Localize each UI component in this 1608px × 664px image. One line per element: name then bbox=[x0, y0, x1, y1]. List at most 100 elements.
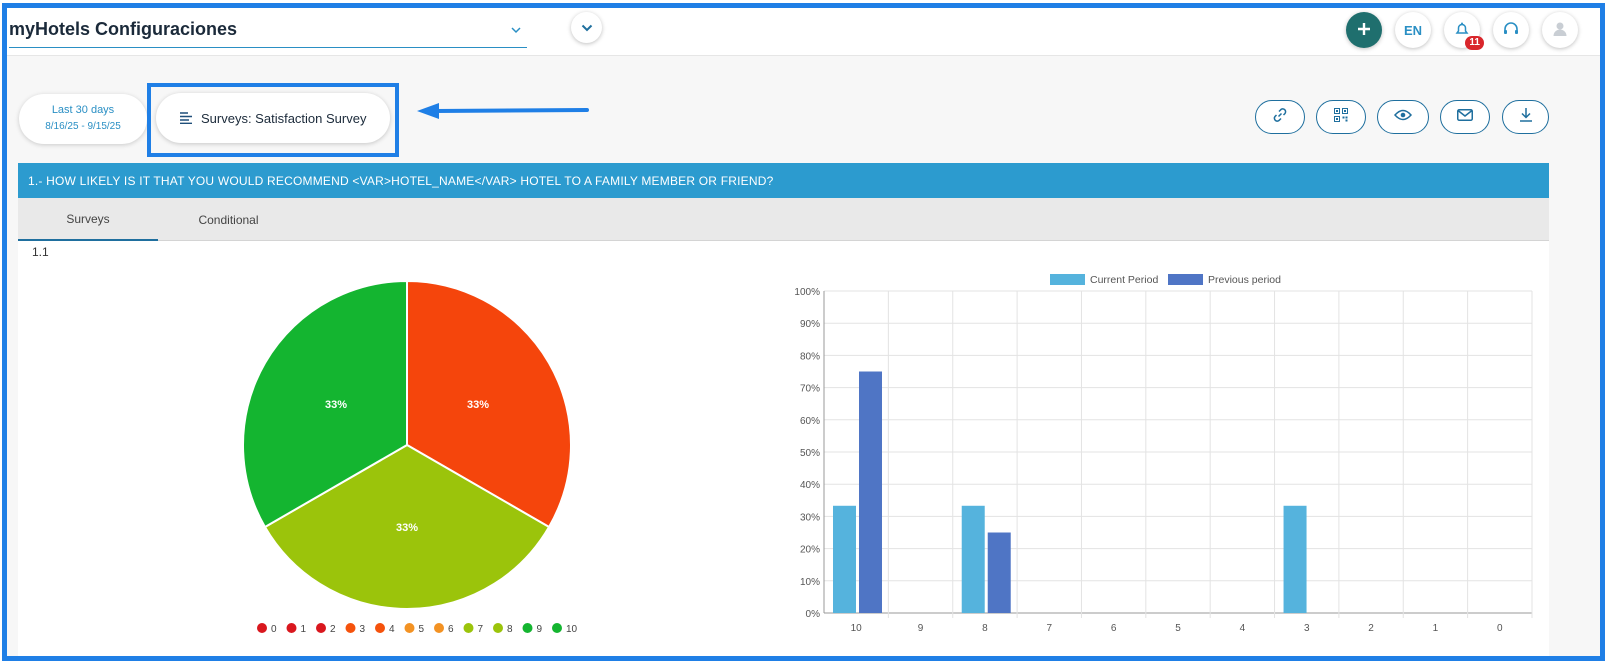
legend-swatch-0[interactable] bbox=[1050, 274, 1085, 285]
date-range-selector[interactable]: Last 30 days 8/16/25 - 9/15/25 bbox=[19, 94, 147, 144]
user-icon bbox=[1551, 20, 1569, 41]
pie-slice-9[interactable] bbox=[242, 279, 408, 529]
qr-code-icon bbox=[1334, 107, 1348, 127]
legend-dot-5[interactable] bbox=[404, 623, 415, 633]
x-tick-label: 3 bbox=[1304, 623, 1310, 634]
legend-dot-7[interactable] bbox=[463, 623, 474, 633]
legend-label: 1 bbox=[301, 624, 307, 635]
language-label: EN bbox=[1403, 22, 1423, 38]
preview-button[interactable] bbox=[1377, 100, 1429, 134]
notifications-button[interactable]: 11 bbox=[1444, 12, 1484, 50]
add-button[interactable] bbox=[1346, 12, 1382, 48]
bar-current-8[interactable] bbox=[961, 505, 985, 613]
legend-label: 9 bbox=[537, 624, 543, 635]
mail-icon bbox=[1457, 108, 1473, 126]
pie-chart: 33% 33% 33% 0 1 2 3 4 5 6 7 8 9 10 bbox=[242, 279, 578, 635]
x-tick-label: 0 bbox=[1497, 623, 1503, 634]
legend-dot-9[interactable] bbox=[522, 623, 533, 633]
pie-slice-10[interactable] bbox=[406, 279, 572, 529]
survey-selector-label: Surveys: Satisfaction Survey bbox=[201, 110, 367, 126]
pie-slice-label: 33% bbox=[467, 399, 489, 411]
legend-label: Current Period bbox=[1090, 274, 1158, 286]
hotel-selector[interactable]: myHotels Configuraciones bbox=[9, 17, 527, 48]
user-avatar-button[interactable] bbox=[1542, 12, 1578, 48]
tab-conditional[interactable]: Conditional bbox=[198, 212, 259, 227]
top-bar: myHotels Configuraciones EN 11 bbox=[7, 8, 1600, 56]
legend-swatch-1[interactable] bbox=[1168, 274, 1203, 285]
question-title: 1.- HOW LIKELY IS IT THAT YOU WOULD RECO… bbox=[18, 163, 1549, 198]
x-tick-label: 4 bbox=[1240, 623, 1246, 634]
y-tick-label: 100% bbox=[794, 287, 820, 298]
legend-label: 8 bbox=[507, 624, 513, 635]
sub-question-number: 1.1 bbox=[32, 245, 49, 259]
expand-menu-button[interactable] bbox=[571, 12, 602, 43]
download-button[interactable] bbox=[1502, 100, 1549, 134]
legend-label: 0 bbox=[271, 624, 277, 635]
x-tick-label: 10 bbox=[851, 623, 863, 634]
legend-dot-4[interactable] bbox=[375, 623, 385, 633]
legend-label: 6 bbox=[448, 624, 454, 635]
question-tabs: Surveys Conditional bbox=[18, 198, 1549, 241]
x-tick-label: 6 bbox=[1111, 623, 1117, 634]
legend-label: 4 bbox=[389, 624, 395, 635]
send-email-button[interactable] bbox=[1440, 100, 1490, 134]
y-tick-label: 80% bbox=[800, 351, 820, 362]
bar-previous-10[interactable] bbox=[859, 371, 882, 614]
survey-selector[interactable]: Surveys: Satisfaction Survey bbox=[156, 93, 390, 143]
bell-icon bbox=[1453, 20, 1471, 41]
pie-slice-7[interactable] bbox=[263, 443, 551, 610]
x-tick-label: 7 bbox=[1046, 623, 1052, 634]
bar-previous-8[interactable] bbox=[987, 532, 1011, 614]
link-icon bbox=[1272, 107, 1288, 128]
support-button[interactable] bbox=[1493, 12, 1529, 48]
x-tick-label: 9 bbox=[918, 623, 924, 634]
legend-dot-1[interactable] bbox=[286, 623, 297, 633]
language-button[interactable]: EN bbox=[1395, 12, 1431, 48]
list-lines-icon bbox=[180, 112, 193, 124]
download-icon bbox=[1519, 107, 1533, 127]
y-tick-label: 90% bbox=[800, 319, 820, 330]
chevron-down-icon bbox=[581, 19, 593, 37]
legend-label: 7 bbox=[478, 624, 484, 635]
legend-label: 10 bbox=[566, 624, 578, 635]
legend-label: Previous period bbox=[1208, 274, 1281, 286]
y-tick-label: 20% bbox=[800, 545, 820, 556]
app-frame: myHotels Configuraciones EN 11 bbox=[2, 3, 1605, 661]
y-tick-label: 10% bbox=[800, 577, 820, 588]
date-range-value: 8/16/25 - 9/15/25 bbox=[45, 121, 121, 132]
plus-icon bbox=[1356, 16, 1372, 44]
legend-dot-2[interactable] bbox=[316, 623, 326, 633]
copy-link-button[interactable] bbox=[1255, 100, 1305, 134]
legend-label: 5 bbox=[419, 624, 425, 635]
headset-icon bbox=[1502, 20, 1520, 41]
date-range-label: Last 30 days bbox=[51, 104, 115, 116]
eye-icon bbox=[1393, 108, 1413, 126]
bar-current-10[interactable] bbox=[833, 505, 856, 613]
y-tick-label: 50% bbox=[800, 448, 820, 459]
y-tick-label: 60% bbox=[800, 416, 820, 427]
y-tick-label: 30% bbox=[800, 512, 820, 523]
qr-code-button[interactable] bbox=[1316, 100, 1366, 134]
y-tick-label: 40% bbox=[800, 480, 820, 491]
legend-dot-0[interactable] bbox=[257, 623, 267, 633]
pie-slice-label: 33% bbox=[325, 399, 347, 411]
tab-surveys[interactable]: Surveys bbox=[18, 198, 158, 241]
x-tick-label: 5 bbox=[1175, 623, 1181, 634]
hotel-name: myHotels Configuraciones bbox=[9, 19, 238, 39]
legend-dot-8[interactable] bbox=[493, 623, 503, 633]
x-tick-label: 2 bbox=[1368, 623, 1374, 634]
legend-dot-3[interactable] bbox=[345, 623, 356, 633]
chevron-down-icon bbox=[511, 23, 521, 37]
x-tick-label: 8 bbox=[982, 623, 988, 634]
x-tick-label: 1 bbox=[1433, 623, 1439, 634]
legend-dot-6[interactable] bbox=[434, 623, 444, 633]
legend-label: 3 bbox=[360, 624, 366, 635]
bar-chart: 0%10%20%30%40%50%60%70%80%90%100%10 9 8 7 6 5… bbox=[794, 274, 1533, 634]
legend-dot-10[interactable] bbox=[552, 623, 562, 633]
y-tick-label: 0% bbox=[806, 609, 821, 620]
bar-current-3[interactable] bbox=[1283, 505, 1307, 613]
arrow-annotation-icon bbox=[417, 101, 589, 126]
pie-slice-label: 33% bbox=[396, 522, 418, 534]
highlight-annotation-box bbox=[147, 83, 399, 157]
notification-badge: 11 bbox=[1465, 36, 1484, 50]
